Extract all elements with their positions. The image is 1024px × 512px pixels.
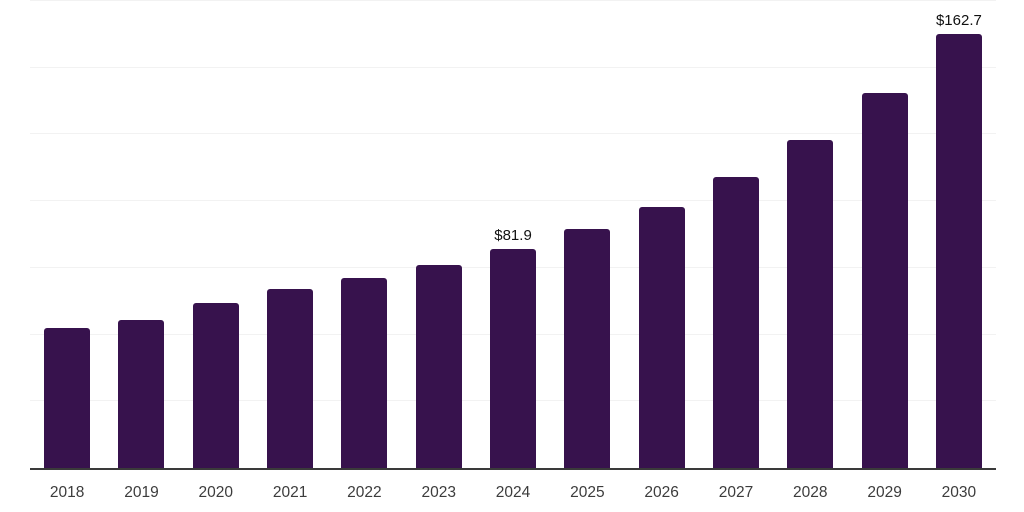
bar-2018 bbox=[44, 328, 91, 468]
bar-slot-2022 bbox=[327, 1, 401, 468]
x-tick-label-2019: 2019 bbox=[124, 484, 159, 501]
x-tick-label-2026: 2026 bbox=[644, 484, 679, 501]
x-tick-label-2028: 2028 bbox=[793, 484, 828, 501]
x-tick-label-2023: 2023 bbox=[421, 484, 456, 501]
gridline-175 bbox=[30, 0, 996, 1]
gridline-150 bbox=[30, 66, 996, 68]
bar-slot-2026 bbox=[625, 1, 699, 468]
gridline-100 bbox=[30, 200, 996, 202]
bar-value-label-2024: $81.9 bbox=[494, 227, 532, 245]
x-tick-label-2022: 2022 bbox=[347, 484, 382, 501]
x-tick-label-2020: 2020 bbox=[198, 484, 234, 501]
bar-2027 bbox=[712, 177, 759, 468]
bar-slot-2025 bbox=[550, 1, 624, 468]
bar-2030 bbox=[935, 33, 982, 468]
bar-value-label-2030: $162.7 bbox=[935, 11, 982, 29]
bar-2026 bbox=[638, 207, 685, 468]
x-tick-label-2030: 2030 bbox=[941, 484, 977, 501]
bar-slot-2027 bbox=[699, 1, 773, 468]
x-tick-label-2024: 2024 bbox=[495, 484, 531, 501]
x-axis-labels: 2018 2019 2020 2021 2022 2023 2024 2025 2026 2027… bbox=[30, 470, 996, 512]
x-tick-label-2027: 2027 bbox=[718, 484, 754, 501]
x-tick-label-2029: 2029 bbox=[867, 484, 902, 501]
bars: $81.9 $162.7 bbox=[30, 1, 996, 468]
x-tick-label-2018: 2018 bbox=[49, 484, 85, 501]
bar-2028 bbox=[787, 140, 834, 468]
bar-slot-2030: $162.7 bbox=[922, 1, 996, 468]
bar-slot-2019 bbox=[104, 1, 178, 468]
gridline-125 bbox=[30, 133, 996, 135]
bar-2023 bbox=[415, 265, 462, 468]
bar-2019 bbox=[118, 319, 165, 468]
x-tick-label-2021: 2021 bbox=[272, 484, 308, 501]
bar-2021 bbox=[267, 289, 314, 468]
bar-2020 bbox=[192, 302, 239, 468]
bar-slot-2029 bbox=[847, 1, 921, 468]
bar-slot-2020 bbox=[179, 1, 253, 468]
bar-slot-2024: $81.9 bbox=[476, 1, 550, 468]
plot-area: $81.9 $162.7 bbox=[30, 0, 996, 470]
bar-slot-2023 bbox=[402, 1, 476, 468]
bar-2025 bbox=[564, 229, 611, 468]
bar-slot-2028 bbox=[773, 1, 847, 468]
bar-2024 bbox=[490, 249, 537, 468]
bar-slot-2018 bbox=[30, 1, 104, 468]
bar-2022 bbox=[341, 278, 388, 468]
x-tick-label-2025: 2025 bbox=[570, 484, 605, 501]
bar-2029 bbox=[861, 93, 908, 468]
bar-slot-2021 bbox=[253, 1, 327, 468]
